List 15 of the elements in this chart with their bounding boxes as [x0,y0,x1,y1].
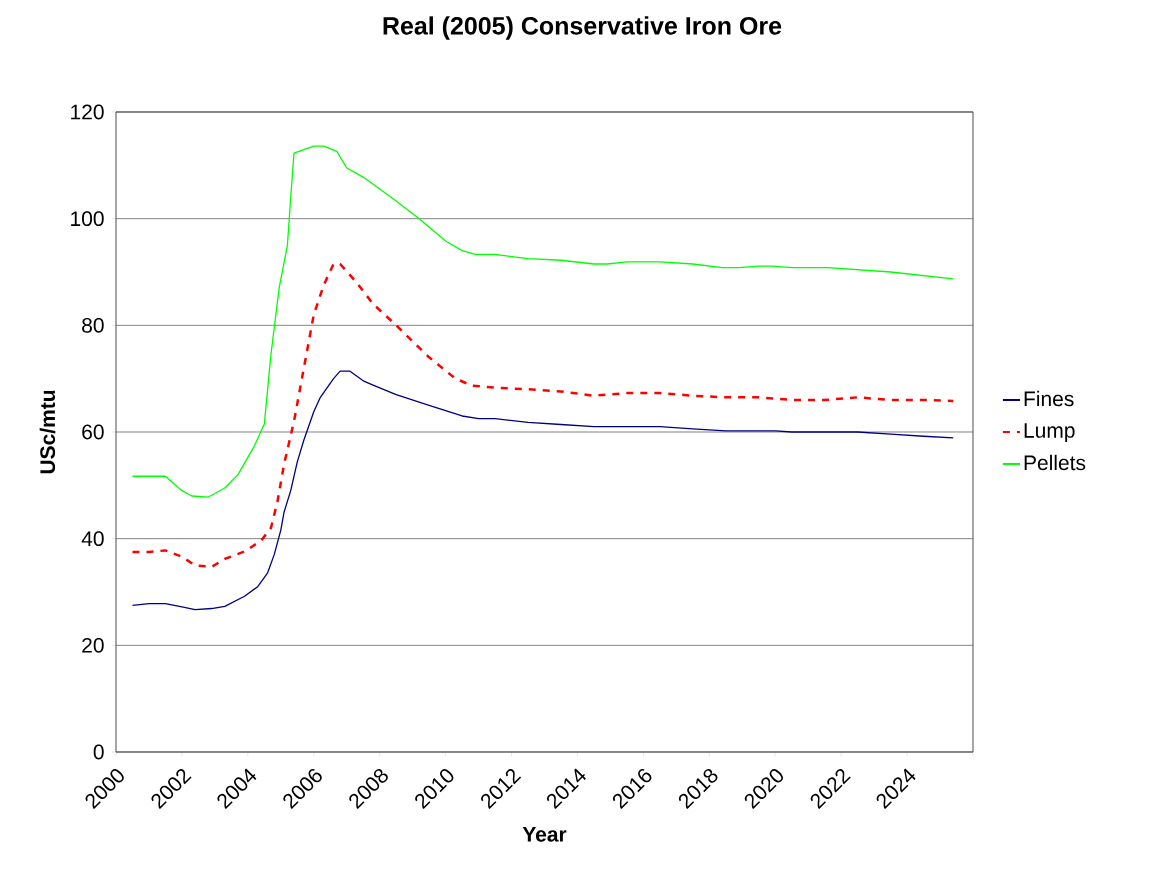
y-tick-label: 60 [82,424,104,440]
x-axis-title: Year [522,827,567,842]
legend-label: Lump [1024,423,1075,442]
y-axis-title: USc/mtu [39,390,56,474]
y-tick-label: 40 [81,531,104,547]
y-tick-label: 120 [71,104,104,120]
legend-label: Fines [1024,390,1074,407]
line-series [131,262,955,569]
y-tick-label: 0 [93,744,104,760]
chart-title: Real (2005) Conservative Iron Ore [383,16,782,40]
y-tick-label: 100 [71,211,104,227]
y-tick-label: 80 [82,317,104,333]
y-tick-label: 20 [82,637,104,653]
legend-label: Pellets [1024,454,1086,471]
line-series [131,145,954,498]
